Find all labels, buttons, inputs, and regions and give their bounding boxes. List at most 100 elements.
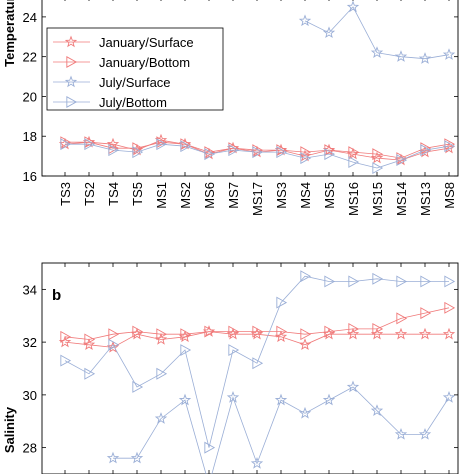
data-point xyxy=(442,391,456,403)
data-point xyxy=(180,344,192,357)
series-january-surface xyxy=(58,325,456,353)
data-point xyxy=(274,393,288,406)
data-point xyxy=(420,144,432,157)
data-point xyxy=(396,154,408,167)
data-point xyxy=(252,325,264,338)
data-point xyxy=(396,275,408,288)
data-point xyxy=(156,138,168,151)
data-point xyxy=(298,338,312,351)
series-july-bottom xyxy=(60,270,456,454)
chart-panel-1: 16 18 20 22 24 TS3 TS2 TS4 TS5 MS1 MS2 MS6 MS7 MS17 MS… xyxy=(2,0,459,216)
data-point xyxy=(180,140,192,153)
data-point xyxy=(276,146,288,159)
data-point xyxy=(226,391,240,403)
y-tick-label: 28 xyxy=(23,441,37,456)
x-tick-label: TS3 xyxy=(58,182,73,206)
data-point xyxy=(60,354,72,367)
x-tick-label: MS17 xyxy=(250,182,265,216)
y-tick-label: 24 xyxy=(23,10,37,25)
x-tick-label: MS15 xyxy=(370,182,385,216)
data-point xyxy=(370,404,384,416)
data-point xyxy=(444,140,456,153)
data-point xyxy=(324,325,336,338)
data-point xyxy=(252,357,264,370)
data-point xyxy=(396,312,408,325)
legend-item: January/Surface xyxy=(53,35,194,50)
y-axis-label: Temperature xyxy=(2,0,17,67)
x-tick-label: MS14 xyxy=(394,182,409,216)
legend-label: July/Surface xyxy=(99,75,171,90)
plot-frame xyxy=(41,0,459,177)
data-point xyxy=(346,380,360,393)
data-point xyxy=(132,380,144,393)
data-point xyxy=(300,146,312,159)
data-point xyxy=(322,26,336,39)
data-point xyxy=(418,52,432,64)
data-point xyxy=(60,138,72,151)
data-point xyxy=(420,307,432,320)
data-point xyxy=(228,344,240,357)
y-tick-label: 22 xyxy=(23,50,37,65)
data-point xyxy=(442,327,456,340)
data-point xyxy=(132,146,144,159)
data-point xyxy=(418,327,432,340)
data-point xyxy=(418,427,432,440)
legend-item: July/Bottom xyxy=(53,95,167,110)
data-point xyxy=(372,322,384,335)
legend-label: January/Surface xyxy=(99,35,194,50)
legend-item: July/Surface xyxy=(53,75,171,90)
data-point xyxy=(204,325,216,338)
data-point xyxy=(228,144,240,157)
data-point xyxy=(394,327,408,340)
data-point xyxy=(348,146,360,159)
data-point xyxy=(444,301,456,314)
plot-area xyxy=(58,0,456,175)
data-point xyxy=(276,325,288,338)
data-point xyxy=(394,427,408,440)
data-point xyxy=(204,148,216,161)
series-july-bottom xyxy=(60,138,456,175)
legend-marker xyxy=(66,56,78,68)
legend-marker xyxy=(64,75,78,88)
series-july-surface xyxy=(106,380,456,474)
data-point xyxy=(300,328,312,341)
panel-label: b xyxy=(52,287,61,304)
chart-panel-2: 28 30 32 34 Salinity b xyxy=(2,262,459,474)
data-point xyxy=(156,328,168,341)
data-point xyxy=(322,393,336,406)
x-tick-label: TS4 xyxy=(106,182,121,206)
legend-marker xyxy=(66,96,78,108)
data-point xyxy=(84,138,96,151)
y-tick-label: 30 xyxy=(23,388,37,403)
y-tick-label: 20 xyxy=(23,89,37,104)
data-point xyxy=(372,162,384,175)
data-point xyxy=(106,451,120,464)
data-point xyxy=(130,451,144,464)
data-point xyxy=(228,325,240,338)
series-line xyxy=(113,386,450,474)
data-point xyxy=(204,441,216,454)
x-tick-label: MS3 xyxy=(274,182,289,209)
series-line xyxy=(64,307,450,340)
series-line xyxy=(65,143,450,169)
data-point xyxy=(180,328,192,341)
series-line xyxy=(65,141,450,159)
data-point xyxy=(60,330,72,343)
data-point xyxy=(420,275,432,288)
x-tick-label: MS13 xyxy=(418,182,433,216)
data-point xyxy=(300,270,312,283)
series-january-bottom xyxy=(60,136,456,165)
data-point xyxy=(84,333,96,346)
legend-label: July/Bottom xyxy=(99,95,167,110)
data-point xyxy=(442,48,456,60)
data-point xyxy=(324,275,336,288)
y-tick-label: 32 xyxy=(23,335,37,350)
data-point xyxy=(108,328,120,341)
x-tick-label: MS4 xyxy=(298,182,313,209)
data-point xyxy=(108,338,120,351)
data-point xyxy=(106,137,120,150)
data-point xyxy=(250,456,264,469)
data-point xyxy=(348,322,360,335)
series-line xyxy=(64,275,449,448)
